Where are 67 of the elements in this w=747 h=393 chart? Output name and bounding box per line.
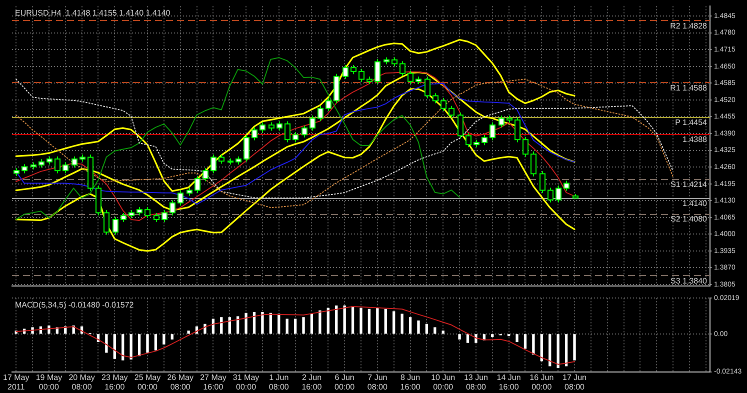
bar bbox=[524, 334, 527, 349]
bar bbox=[425, 324, 428, 334]
bar bbox=[408, 317, 412, 334]
bar bbox=[244, 312, 248, 334]
bar bbox=[130, 334, 132, 360]
ref-line-label: 1.4388 bbox=[682, 135, 708, 144]
bar bbox=[392, 311, 396, 334]
x-tick-label: 14 Jun 16:00 bbox=[496, 372, 521, 392]
x-tick-label: 17 May 2011 bbox=[2, 372, 30, 392]
bar bbox=[400, 314, 404, 334]
bar bbox=[343, 305, 346, 334]
x-tick-label: 7 Jun 08:00 bbox=[367, 372, 388, 392]
bar bbox=[417, 320, 420, 334]
bar bbox=[351, 306, 354, 334]
bar bbox=[122, 334, 124, 360]
x-tick-label: 10 Jun 00:00 bbox=[431, 372, 456, 392]
bar bbox=[491, 334, 494, 338]
bar bbox=[294, 318, 297, 334]
bar bbox=[540, 334, 543, 362]
bar bbox=[146, 334, 149, 353]
x-tick-label: 8 Jun 16:00 bbox=[400, 372, 421, 392]
bar bbox=[286, 318, 288, 334]
bar bbox=[516, 334, 518, 342]
bar bbox=[368, 308, 371, 334]
x-tick-label: 13 Jun 08:00 bbox=[464, 372, 488, 392]
x-tick-label: 17 Jun 08:00 bbox=[562, 372, 587, 392]
x-tick-label: 26 May 08:00 bbox=[167, 372, 194, 392]
ref-line-label: R2 1.4828 bbox=[670, 22, 708, 31]
x-tick-label: 1 Jun 08:00 bbox=[268, 372, 290, 392]
ref-line-label: S1 1.4214 bbox=[670, 180, 708, 190]
bar bbox=[318, 310, 322, 334]
ref-line-label: P 1.4454 bbox=[675, 118, 708, 128]
ref-line-label: S3 1.3840 bbox=[670, 276, 708, 286]
bar bbox=[302, 317, 305, 334]
bar bbox=[162, 334, 166, 344]
bar bbox=[556, 334, 560, 368]
bar bbox=[376, 308, 379, 334]
x-tick-label: 2 Jun 16:00 bbox=[302, 372, 322, 392]
bar bbox=[532, 334, 535, 355]
bar bbox=[310, 314, 314, 334]
x-tick-label: 25 May 00:00 bbox=[134, 372, 161, 392]
bar bbox=[548, 334, 552, 366]
x-tick-label: 16 Jun 00:00 bbox=[530, 372, 554, 392]
x-tick-label: 23 May 16:00 bbox=[102, 372, 128, 392]
bar bbox=[573, 334, 576, 360]
ref-line-label: 1.4140 bbox=[682, 199, 708, 208]
x-tick-label: 19 May 00:00 bbox=[36, 372, 62, 392]
bar bbox=[261, 312, 264, 334]
bar bbox=[360, 308, 362, 334]
x-tick-label: 6 Jun 00:00 bbox=[334, 372, 356, 392]
bar bbox=[105, 334, 108, 353]
ref-line-label: S2 1.4080 bbox=[670, 214, 708, 224]
x-tick-label: 20 May 08:00 bbox=[68, 372, 95, 392]
bar bbox=[113, 334, 116, 359]
bar bbox=[466, 334, 470, 343]
x-tick-label: 27 May 16:00 bbox=[200, 372, 226, 392]
chart-title: EURUSD,H4 1.4148 1.4155 1.4140 1.4140 bbox=[15, 8, 171, 18]
ref-line-label: R1 1.4588 bbox=[670, 84, 708, 93]
bar bbox=[564, 334, 568, 366]
bar bbox=[187, 330, 190, 334]
bar bbox=[384, 308, 387, 334]
bar bbox=[458, 334, 461, 340]
bar bbox=[434, 327, 436, 334]
bar bbox=[170, 334, 174, 340]
x-tick-label: 31 May 00:00 bbox=[232, 372, 260, 392]
chart-title: MACD(5,34,5) -0.01480 -0.01572 bbox=[15, 300, 134, 310]
bar bbox=[154, 334, 158, 350]
